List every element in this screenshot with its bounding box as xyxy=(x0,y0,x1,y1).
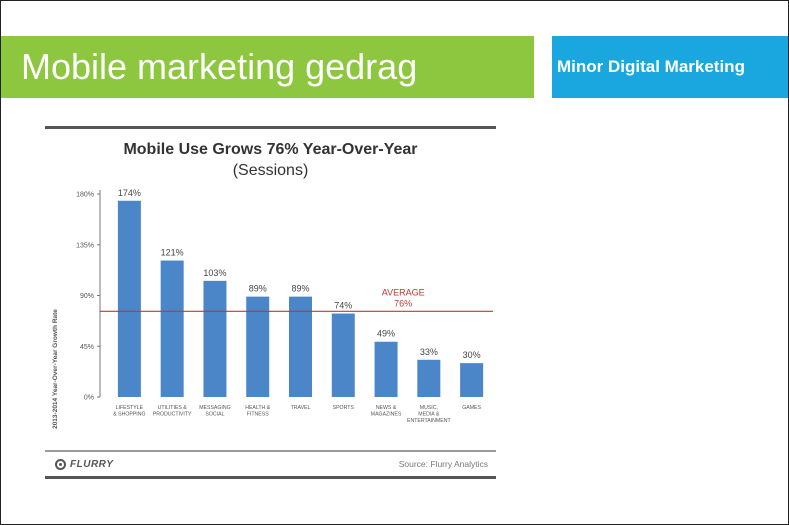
brand-label: Minor Digital Marketing xyxy=(557,57,745,76)
bar xyxy=(203,280,227,397)
category-label-line: SOCIAL xyxy=(205,412,224,418)
category-label: GAMES xyxy=(462,405,481,411)
bar-value-label: 30% xyxy=(463,350,481,360)
flurry-logo-text: FLURRY xyxy=(70,458,114,470)
bar xyxy=(460,363,484,397)
source-note: Source: Flurry Analytics xyxy=(398,459,488,469)
category-label: TRAVEL xyxy=(291,405,311,411)
y-tick-label: 180% xyxy=(76,192,94,199)
brand-box: Minor Digital Marketing xyxy=(552,36,788,98)
category-label-line: NEWS & xyxy=(376,405,397,411)
chart-card: Mobile Use Grows 76% Year-Over-Year (Ses… xyxy=(45,126,496,479)
category-label-line: MEDIA & xyxy=(418,412,440,418)
bar-value-label: 89% xyxy=(291,284,309,294)
y-tick-label: 0% xyxy=(84,395,94,402)
chart-top-rule xyxy=(45,126,496,129)
category-label: SPORTS xyxy=(333,405,355,411)
category-label-line: FITNESS xyxy=(247,412,269,418)
chart-title: Mobile Use Grows 76% Year-Over-Year xyxy=(123,141,418,158)
y-tick-label: 135% xyxy=(76,242,94,249)
category-label: MUSIC, MEDIA & ENTERTAINMENT xyxy=(407,405,451,424)
category-label: UTILITIES & PRODUCTIVITY xyxy=(153,405,192,418)
category-label-line: UTILITIES & xyxy=(158,405,188,411)
chart-bottom-rule xyxy=(45,476,496,479)
category-label: MESSAGING SOCIAL xyxy=(199,405,230,418)
bar xyxy=(117,200,141,397)
average-label: AVERAGE xyxy=(382,287,425,297)
y-tick-label: 90% xyxy=(80,293,94,300)
flurry-logo-icon xyxy=(55,458,66,470)
flurry-logo: FLURRY xyxy=(55,457,113,471)
category-label-line: MAGAZINES xyxy=(371,412,402,418)
category-label-line: MUSIC, xyxy=(420,405,438,411)
bar-value-label: 89% xyxy=(249,284,267,294)
category-label-line: HEALTH & xyxy=(245,405,271,411)
category-label-line: LIFESTYLE xyxy=(116,405,144,411)
category-label-line: GAMES xyxy=(462,405,481,411)
bar xyxy=(331,313,355,397)
category-label: LIFESTYLE & SHOPPING xyxy=(113,405,145,418)
y-tick-label: 45% xyxy=(80,344,94,351)
bar xyxy=(374,341,398,397)
bar-chart: 0% 45% 90% 135% 180% 174% LIFESTYLE & SHOPPING 1… xyxy=(76,188,493,424)
bar xyxy=(417,359,441,397)
slide-title: Mobile marketing gedrag xyxy=(21,46,418,87)
bar-value-label: 103% xyxy=(203,268,226,278)
category-label-line: TRAVEL xyxy=(291,405,311,411)
bar xyxy=(246,296,270,397)
bar-value-label: 174% xyxy=(118,188,141,198)
bar-value-label: 121% xyxy=(161,248,184,258)
bar-value-label: 49% xyxy=(377,329,395,339)
category-label-line: MESSAGING xyxy=(199,405,230,411)
title-bar: Mobile marketing gedrag xyxy=(1,36,534,98)
bar xyxy=(160,260,184,397)
average-value-label: 76% xyxy=(394,298,412,308)
category-label-line: SPORTS xyxy=(333,405,355,411)
category-label: HEALTH & FITNESS xyxy=(245,405,271,418)
category-label-line: PRODUCTIVITY xyxy=(153,412,192,418)
chart-subtitle: (Sessions) xyxy=(232,162,309,179)
bar xyxy=(289,296,312,397)
bar-value-label: 33% xyxy=(420,347,438,357)
bar-value-label: 74% xyxy=(334,301,352,311)
category-label-line: ENTERTAINMENT xyxy=(407,418,451,424)
category-label: NEWS & MAGAZINES xyxy=(371,405,402,418)
chart-footer-rule xyxy=(45,450,496,452)
category-label-line: & SHOPPING xyxy=(113,412,145,418)
